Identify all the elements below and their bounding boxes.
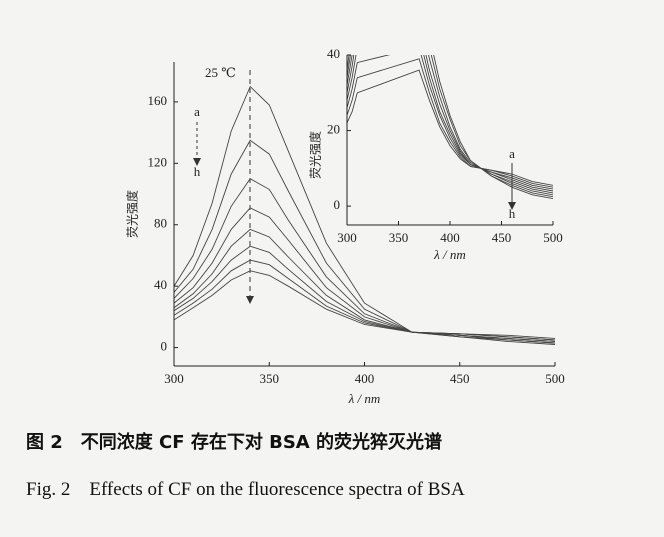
spectrum-line — [347, 55, 553, 200]
y-tick-label: 160 — [148, 93, 168, 108]
x-tick-label: 350 — [260, 371, 280, 386]
spectrum-line — [347, 58, 553, 188]
x-tick-label: 300 — [164, 371, 184, 386]
annotation: a — [194, 104, 200, 119]
annotation: a — [509, 146, 515, 161]
y-tick-label: 0 — [334, 197, 341, 212]
spectrum-line — [347, 55, 553, 198]
caption-en: Fig. 2 Effects of CF on the fluorescence… — [26, 479, 465, 500]
x-tick-label: 500 — [545, 371, 565, 386]
x-tick-label: 350 — [389, 230, 409, 245]
spectrum-line — [174, 245, 555, 341]
x-tick-label: 400 — [440, 230, 460, 245]
spectrum-line — [174, 139, 555, 344]
spectrum-line — [347, 55, 553, 192]
x-axis-label: λ / nm — [433, 247, 466, 262]
annotation: h — [194, 164, 201, 179]
x-tick-label: 400 — [355, 371, 375, 386]
spectrum-line — [347, 69, 553, 186]
y-tick-label: 0 — [161, 339, 168, 354]
spectrum-line — [174, 259, 555, 341]
annotation: 25 ℃ — [205, 65, 236, 80]
spectrum-line — [174, 270, 555, 339]
spectrum-line — [174, 178, 555, 344]
x-tick-label: 500 — [543, 230, 563, 245]
spectrum-line — [347, 55, 553, 196]
y-tick-label: 120 — [148, 154, 168, 169]
y-axis-label: 荧光强度 — [308, 131, 323, 179]
y-tick-label: 80 — [154, 216, 167, 231]
y-tick-label: 20 — [327, 122, 340, 137]
y-tick-label: 40 — [327, 46, 340, 61]
x-tick-label: 450 — [492, 230, 512, 245]
annotation: h — [509, 206, 516, 221]
spectrum-line — [174, 228, 555, 342]
spectrum-line — [347, 55, 553, 194]
x-tick-label: 450 — [450, 371, 470, 386]
x-axis-label: λ / nm — [348, 391, 381, 406]
y-axis-label: 荧光强度 — [125, 190, 140, 238]
x-tick-label: 300 — [337, 230, 357, 245]
spectrum-line — [347, 55, 553, 190]
caption-zh: 图 2 不同浓度 CF 存在下对 BSA 的荧光猝灭光谱 — [26, 432, 442, 453]
spectrum-line — [174, 85, 555, 345]
y-tick-label: 40 — [154, 277, 167, 292]
